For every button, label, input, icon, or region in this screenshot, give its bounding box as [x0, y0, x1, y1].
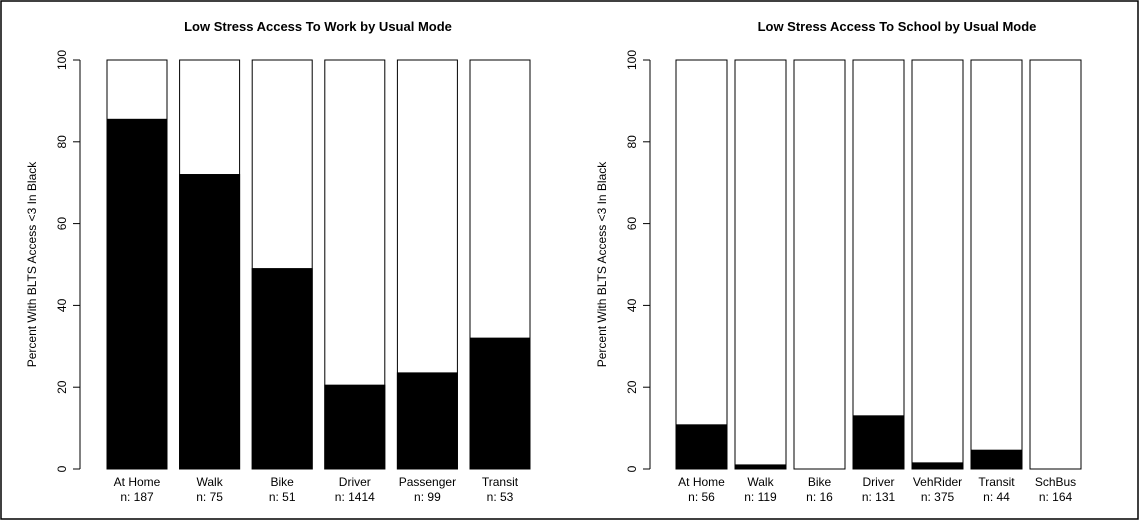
bar-background [970, 59, 1023, 470]
bar [396, 372, 458, 470]
y-tick-label: 20 [55, 380, 69, 394]
y-tick-label: 40 [55, 298, 69, 312]
y-tick-label: 40 [625, 298, 639, 312]
bar [911, 462, 964, 470]
bar [970, 449, 1023, 470]
x-tick-label: Bike [271, 475, 295, 489]
x-tick-label: Transit [482, 475, 519, 489]
x-tick-label: Passenger [399, 475, 456, 489]
n-label: n: 131 [862, 490, 896, 504]
bar-background [793, 59, 846, 470]
chart-title: Low Stress Access To Work by Usual Mode [184, 19, 452, 34]
bar-background [1029, 59, 1082, 470]
bar [734, 464, 787, 470]
n-label: n: 53 [487, 490, 514, 504]
x-tick-label: Driver [863, 475, 895, 489]
x-tick-label: Transit [978, 475, 1015, 489]
n-label: n: 99 [414, 490, 441, 504]
y-tick-label: 100 [625, 50, 639, 70]
y-tick-label: 60 [55, 217, 69, 231]
chart-title: Low Stress Access To School by Usual Mod… [758, 19, 1037, 34]
bar-background [675, 59, 728, 470]
y-axis-label: Percent With BLTS Access <3 In Black [25, 161, 39, 368]
x-tick-label: At Home [678, 475, 725, 489]
y-tick-label: 100 [55, 50, 69, 70]
bar-background [852, 59, 905, 470]
y-tick-label: 0 [55, 465, 69, 472]
n-label: n: 51 [269, 490, 296, 504]
y-axis-label: Percent With BLTS Access <3 In Black [595, 161, 609, 368]
n-label: n: 56 [688, 490, 715, 504]
bar [852, 415, 905, 470]
bar-background [734, 59, 787, 470]
x-tick-label: Driver [339, 475, 371, 489]
bar [324, 384, 386, 470]
y-tick-label: 80 [55, 135, 69, 149]
n-label: n: 1414 [335, 490, 375, 504]
y-tick-label: 80 [625, 135, 639, 149]
x-tick-label: Walk [196, 475, 223, 489]
x-tick-label: VehRider [913, 475, 962, 489]
x-tick-label: Bike [808, 475, 832, 489]
x-tick-label: Walk [747, 475, 774, 489]
n-label: n: 119 [744, 490, 777, 504]
n-label: n: 164 [1039, 490, 1073, 504]
bar [675, 424, 728, 470]
n-label: n: 187 [120, 490, 154, 504]
y-tick-label: 20 [625, 380, 639, 394]
y-tick-label: 60 [625, 217, 639, 231]
bar [179, 174, 241, 470]
n-label: n: 75 [196, 490, 223, 504]
x-tick-label: At Home [114, 475, 161, 489]
bar [106, 118, 168, 470]
n-label: n: 16 [806, 490, 833, 504]
x-tick-label: SchBus [1035, 475, 1076, 489]
n-label: n: 375 [921, 490, 955, 504]
n-label: n: 44 [983, 490, 1010, 504]
bar [469, 337, 531, 470]
bar-background [911, 59, 964, 470]
y-tick-label: 0 [625, 465, 639, 472]
bar [251, 268, 313, 470]
